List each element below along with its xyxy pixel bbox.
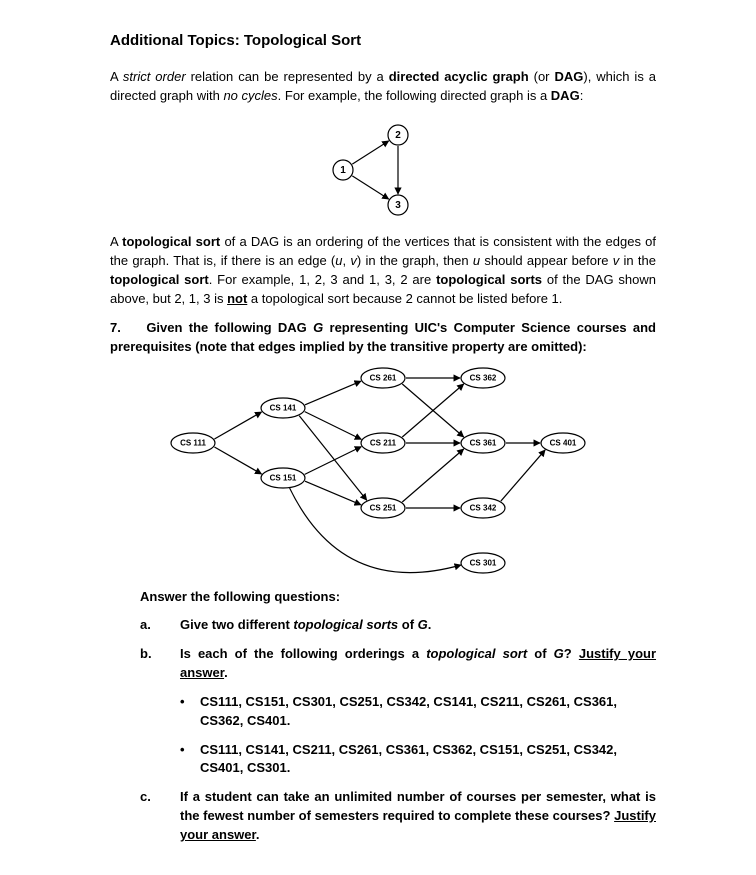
svg-text:CS 361: CS 361 bbox=[470, 438, 497, 447]
a-t4: . bbox=[428, 617, 432, 632]
a-t3: of bbox=[398, 617, 418, 632]
part-a-row: a. Give two different topological sorts … bbox=[140, 616, 656, 635]
qhG: G bbox=[313, 320, 323, 335]
def-t2: topological sort bbox=[122, 234, 220, 249]
svg-text:CS 261: CS 261 bbox=[370, 373, 397, 382]
part-a-label: a. bbox=[140, 616, 180, 635]
part-b-bullets: •CS111, CS151, CS301, CS251, CS342, CS14… bbox=[110, 693, 656, 778]
b-t6: . bbox=[224, 665, 228, 680]
def-t6: in the bbox=[619, 253, 656, 268]
bullet-icon: • bbox=[180, 693, 200, 731]
svg-text:CS 211: CS 211 bbox=[370, 438, 397, 447]
big-dag-svg: CS 111 CS 141 CS 151 CS 261 CS 211 CS 251 CS 3… bbox=[153, 363, 613, 578]
question-7: 7. Given the following DAG G representin… bbox=[110, 319, 656, 845]
part-c-label: c. bbox=[140, 788, 180, 845]
intro-t9: . For example, the following directed gr… bbox=[278, 88, 551, 103]
svg-text:1: 1 bbox=[340, 166, 346, 177]
a-t2: topological sorts bbox=[293, 617, 398, 632]
a-t1: Give two different bbox=[180, 617, 293, 632]
def-u2: u bbox=[473, 253, 480, 268]
part-b-row: b. Is each of the following orderings a … bbox=[140, 645, 656, 683]
part-a-body: Give two different topological sorts of … bbox=[180, 616, 656, 635]
intro-t2: strict order bbox=[123, 69, 186, 84]
qh1: Given the following DAG bbox=[146, 320, 313, 335]
def-t5: should appear before bbox=[480, 253, 613, 268]
svg-text:2: 2 bbox=[395, 131, 401, 142]
def-t12: a topological sort because 2 cannot be l… bbox=[247, 291, 562, 306]
part-b-label: b. bbox=[140, 645, 180, 683]
b-t4: ? bbox=[564, 646, 579, 661]
page: Additional Topics: Topological Sort A st… bbox=[0, 0, 756, 875]
def-t9: topological sorts bbox=[436, 272, 542, 287]
intro-t6: DAG bbox=[554, 69, 583, 84]
intro-t8: no cycles bbox=[223, 88, 277, 103]
bullet-text: CS111, CS151, CS301, CS251, CS342, CS141… bbox=[200, 693, 656, 731]
intro-paragraph: A strict order relation can be represent… bbox=[110, 68, 656, 106]
intro-t5: (or bbox=[529, 69, 555, 84]
b-t3: of bbox=[527, 646, 553, 661]
bullet-icon: • bbox=[180, 741, 200, 779]
svg-text:CS 151: CS 151 bbox=[270, 473, 297, 482]
bullet-text: CS111, CS141, CS211, CS261, CS361, CS362… bbox=[200, 741, 656, 779]
part-b-bullet: •CS111, CS141, CS211, CS261, CS361, CS36… bbox=[180, 741, 656, 779]
intro-t4: directed acyclic graph bbox=[389, 69, 529, 84]
a-G: G bbox=[418, 617, 428, 632]
small-dag-figure: 1 2 3 bbox=[110, 115, 656, 225]
def-t1: A bbox=[110, 234, 122, 249]
def-t8: . For example, 1, 2, 3 and 1, 3, 2 are bbox=[209, 272, 436, 287]
answer-header: Answer the following questions: bbox=[140, 588, 656, 607]
svg-text:CS 401: CS 401 bbox=[550, 438, 577, 447]
svg-text:3: 3 bbox=[395, 201, 401, 212]
b-t2: topological sort bbox=[426, 646, 527, 661]
def-t4: ) in the graph, then bbox=[357, 253, 473, 268]
svg-text:CS 141: CS 141 bbox=[270, 403, 297, 412]
part-b-bullet: •CS111, CS151, CS301, CS251, CS342, CS14… bbox=[180, 693, 656, 731]
intro-t10: DAG bbox=[551, 88, 580, 103]
svg-text:CS 301: CS 301 bbox=[470, 558, 497, 567]
intro-t11: : bbox=[580, 88, 584, 103]
c-t3: . bbox=[256, 827, 260, 842]
question-header: 7. Given the following DAG G representin… bbox=[110, 319, 656, 357]
def-t7: topological sort bbox=[110, 272, 209, 287]
small-dag-svg: 1 2 3 bbox=[303, 115, 463, 225]
part-b-body: Is each of the following orderings a top… bbox=[180, 645, 656, 683]
question-number: 7. bbox=[110, 319, 140, 338]
page-title: Additional Topics: Topological Sort bbox=[110, 30, 656, 52]
part-c-row: c. If a student can take an unlimited nu… bbox=[140, 788, 656, 845]
big-dag-figure: CS 111 CS 141 CS 151 CS 261 CS 211 CS 251 CS 3… bbox=[110, 363, 656, 578]
svg-text:CS 111: CS 111 bbox=[180, 438, 206, 447]
svg-text:CS 251: CS 251 bbox=[370, 503, 397, 512]
c-t1: If a student can take an unlimited numbe… bbox=[180, 789, 656, 823]
svg-text:CS 362: CS 362 bbox=[470, 373, 497, 382]
def-u1: u bbox=[335, 253, 342, 268]
b-G: G bbox=[554, 646, 564, 661]
intro-t3: relation can be represented by a bbox=[186, 69, 389, 84]
b-t1: Is each of the following orderings a bbox=[180, 646, 426, 661]
def-t11: not bbox=[227, 291, 247, 306]
intro-t1: A bbox=[110, 69, 123, 84]
svg-text:CS 342: CS 342 bbox=[470, 503, 497, 512]
part-c-body: If a student can take an unlimited numbe… bbox=[180, 788, 656, 845]
definition-paragraph: A topological sort of a DAG is an orderi… bbox=[110, 233, 656, 308]
